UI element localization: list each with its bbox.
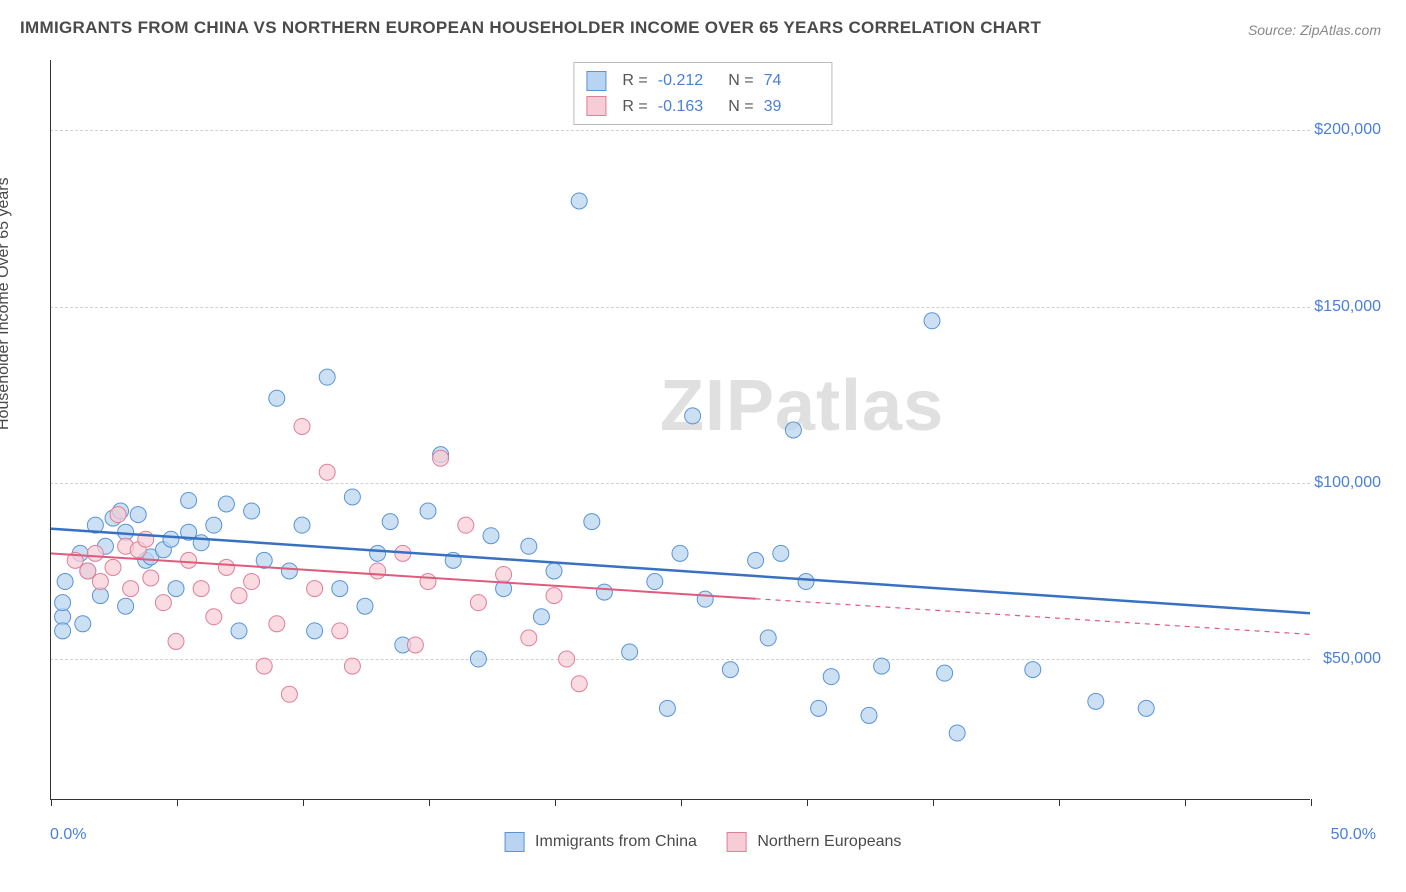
stats-n-label-1: N = bbox=[724, 68, 754, 94]
legend-swatch-1 bbox=[505, 832, 525, 852]
stats-r-label-2: R = bbox=[622, 94, 647, 120]
x-tick bbox=[807, 799, 808, 806]
x-tick bbox=[1311, 799, 1312, 806]
stats-row-series2: R = -0.163 N = 39 bbox=[586, 94, 819, 120]
x-tick bbox=[555, 799, 556, 806]
stats-r-value-1: -0.212 bbox=[658, 68, 714, 94]
plot-area-frame bbox=[50, 60, 1310, 800]
y-tick-label: $50,000 bbox=[1323, 650, 1381, 668]
legend-item-2: Northern Europeans bbox=[727, 832, 902, 852]
y-tick-label: $100,000 bbox=[1314, 474, 1381, 492]
stats-n-label-2: N = bbox=[724, 94, 754, 120]
stats-row-series1: R = -0.212 N = 74 bbox=[586, 68, 819, 94]
x-tick bbox=[681, 799, 682, 806]
x-axis-right-label: 50.0% bbox=[1331, 826, 1376, 844]
x-tick bbox=[429, 799, 430, 806]
x-axis-left-label: 0.0% bbox=[50, 826, 86, 844]
x-tick bbox=[1059, 799, 1060, 806]
legend-item-1: Immigrants from China bbox=[505, 832, 697, 852]
stats-swatch-2 bbox=[586, 96, 606, 116]
legend-swatch-2 bbox=[727, 832, 747, 852]
y-tick-label: $150,000 bbox=[1314, 298, 1381, 316]
legend-label-2: Northern Europeans bbox=[757, 833, 901, 850]
y-axis-label: Householder Income Over 65 years bbox=[0, 177, 13, 430]
x-tick bbox=[177, 799, 178, 806]
bottom-legend: Immigrants from China Northern Europeans bbox=[505, 832, 902, 852]
legend-label-1: Immigrants from China bbox=[535, 833, 697, 850]
stats-r-value-2: -0.163 bbox=[658, 94, 714, 120]
chart-title: IMMIGRANTS FROM CHINA VS NORTHERN EUROPE… bbox=[20, 18, 1041, 38]
x-tick bbox=[303, 799, 304, 806]
source-attribution: Source: ZipAtlas.com bbox=[1248, 22, 1381, 38]
stats-n-value-1: 74 bbox=[764, 68, 820, 94]
x-tick bbox=[1185, 799, 1186, 806]
y-tick-label: $200,000 bbox=[1314, 121, 1381, 139]
stats-swatch-1 bbox=[586, 71, 606, 91]
x-tick bbox=[933, 799, 934, 806]
x-tick bbox=[51, 799, 52, 806]
stats-r-label-1: R = bbox=[622, 68, 647, 94]
correlation-stats-box: R = -0.212 N = 74 R = -0.163 N = 39 bbox=[573, 62, 832, 125]
stats-n-value-2: 39 bbox=[764, 94, 820, 120]
